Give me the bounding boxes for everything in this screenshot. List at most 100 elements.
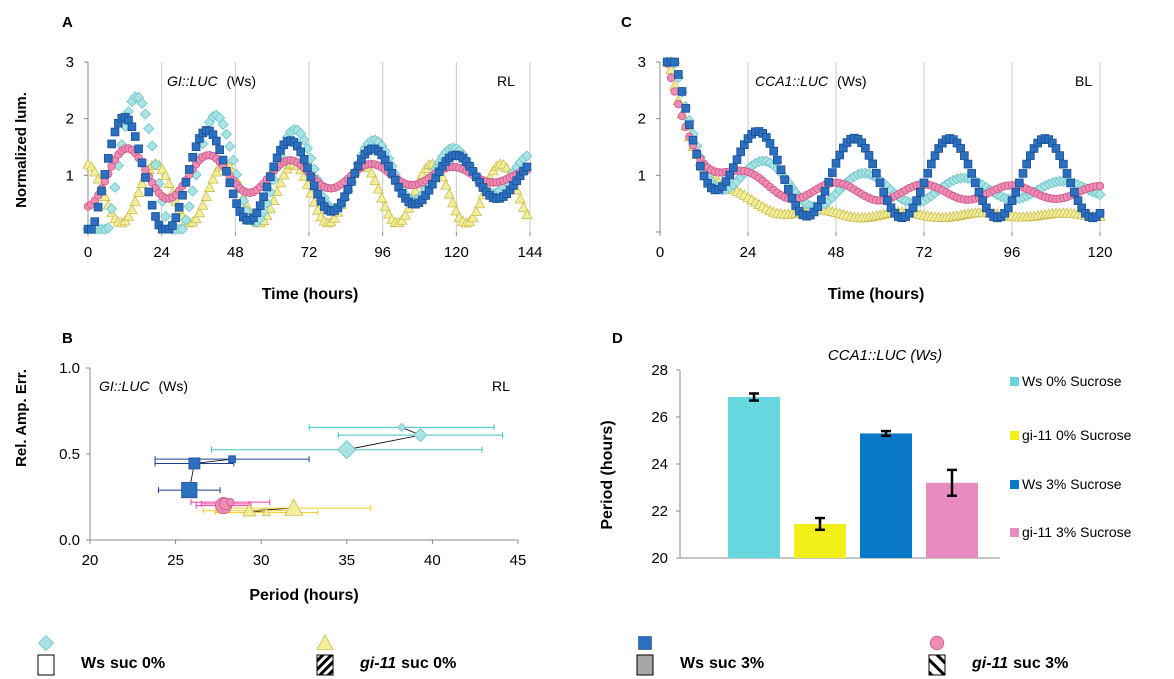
data-point (191, 142, 201, 152)
x-tick-label: 48 (227, 244, 244, 261)
data-point (765, 139, 775, 148)
connector-ws0 (346, 426, 422, 451)
legend-label-suffix: suc 0% (401, 655, 456, 672)
bar (728, 397, 780, 558)
data-point (1007, 196, 1017, 206)
x-tick-label: 0 (84, 244, 92, 261)
data-point (769, 146, 778, 156)
data-point (696, 161, 705, 171)
x-tick-label: 48 (828, 244, 845, 261)
legend-box (37, 654, 55, 676)
legend-marker (37, 634, 55, 652)
data-point (218, 155, 228, 165)
data-point (350, 169, 360, 178)
data-point (347, 177, 356, 186)
data-point (303, 163, 312, 173)
data-point (252, 208, 262, 218)
data-point (470, 205, 482, 217)
data-point (211, 136, 221, 146)
data-point (269, 162, 279, 172)
data-point (677, 111, 687, 121)
data-point (178, 190, 187, 200)
data-point (296, 147, 306, 157)
data-point (446, 197, 459, 208)
y-tick-label: 20 (651, 550, 668, 567)
data-point (222, 167, 231, 176)
data-point (864, 151, 874, 160)
panel-b-title: GI::LUC (Ws) (99, 378, 188, 394)
data-point (143, 123, 155, 135)
x-tick-label: 96 (1004, 244, 1021, 261)
data-point (861, 143, 870, 153)
data-point (193, 207, 206, 218)
data-point (372, 183, 385, 194)
legend-swatch (1010, 377, 1019, 386)
legend-swatch (1010, 431, 1019, 440)
data-point (174, 202, 184, 212)
panel-c-corner-label: BL (1075, 73, 1092, 89)
x-tick-label: 144 (517, 244, 542, 261)
data-point (188, 457, 201, 470)
data-point (879, 187, 888, 197)
data-point (883, 196, 892, 205)
data-point (126, 203, 138, 215)
data-point (122, 210, 135, 221)
x-tick-label: 24 (740, 244, 757, 261)
panel-b-xlabel: Period (hours) (249, 587, 358, 604)
y-tick-label: 2 (66, 111, 74, 128)
data-point (232, 199, 241, 208)
data-point (207, 173, 219, 184)
data-point (306, 172, 316, 182)
data-point (387, 169, 397, 178)
data-point (337, 440, 357, 460)
data-point (773, 155, 782, 165)
data-point (224, 140, 236, 152)
data-point (160, 210, 172, 222)
data-point (517, 201, 530, 212)
legend-label: gi-11 3% Sucrose (1022, 524, 1132, 540)
data-point (974, 187, 984, 197)
data-point (129, 195, 141, 206)
data-point (681, 104, 690, 113)
data-point (396, 214, 408, 225)
legend-label-suffix: suc 3% (1013, 655, 1068, 672)
legend-box (928, 654, 946, 676)
data-point (328, 212, 341, 223)
data-point (262, 182, 272, 192)
data-point (134, 144, 143, 154)
data-point (397, 422, 407, 432)
data-point (978, 196, 987, 206)
legend-marker (929, 635, 945, 651)
data-point (776, 165, 786, 175)
y-tick-label: 24 (651, 456, 668, 473)
panel-b-title-italic: GI::LUC (99, 378, 150, 394)
data-point (278, 169, 290, 180)
legend-marker (316, 634, 334, 650)
data-point (139, 108, 151, 120)
data-point (215, 145, 224, 155)
legend-item-gi3: gi-11 suc 3% (928, 635, 1068, 676)
x-tick-label: 20 (82, 552, 99, 569)
data-point (780, 175, 789, 185)
data-point (971, 178, 980, 188)
x-tick-label: 24 (153, 244, 170, 261)
data-point (144, 187, 154, 197)
data-point (107, 162, 116, 171)
data-point (665, 63, 677, 74)
data-point (1066, 178, 1075, 188)
panel-a-xlabel: Time (hours) (262, 286, 359, 303)
legend-swatch (1010, 480, 1019, 489)
data-point (102, 222, 114, 234)
legend-box (636, 654, 654, 676)
data-point (210, 166, 222, 177)
data-point (963, 159, 973, 169)
data-point (130, 132, 140, 141)
data-point (181, 482, 198, 499)
data-point (89, 166, 101, 177)
legend-label-suffix: suc 0% (110, 655, 165, 672)
panel-d-label: D (612, 330, 623, 347)
x-tick-label: 45 (510, 552, 527, 569)
panel-c-plot: 0 24 48 72 96 120 1 2 3 (638, 54, 1113, 261)
data-point (692, 149, 701, 159)
data-point (699, 171, 709, 181)
